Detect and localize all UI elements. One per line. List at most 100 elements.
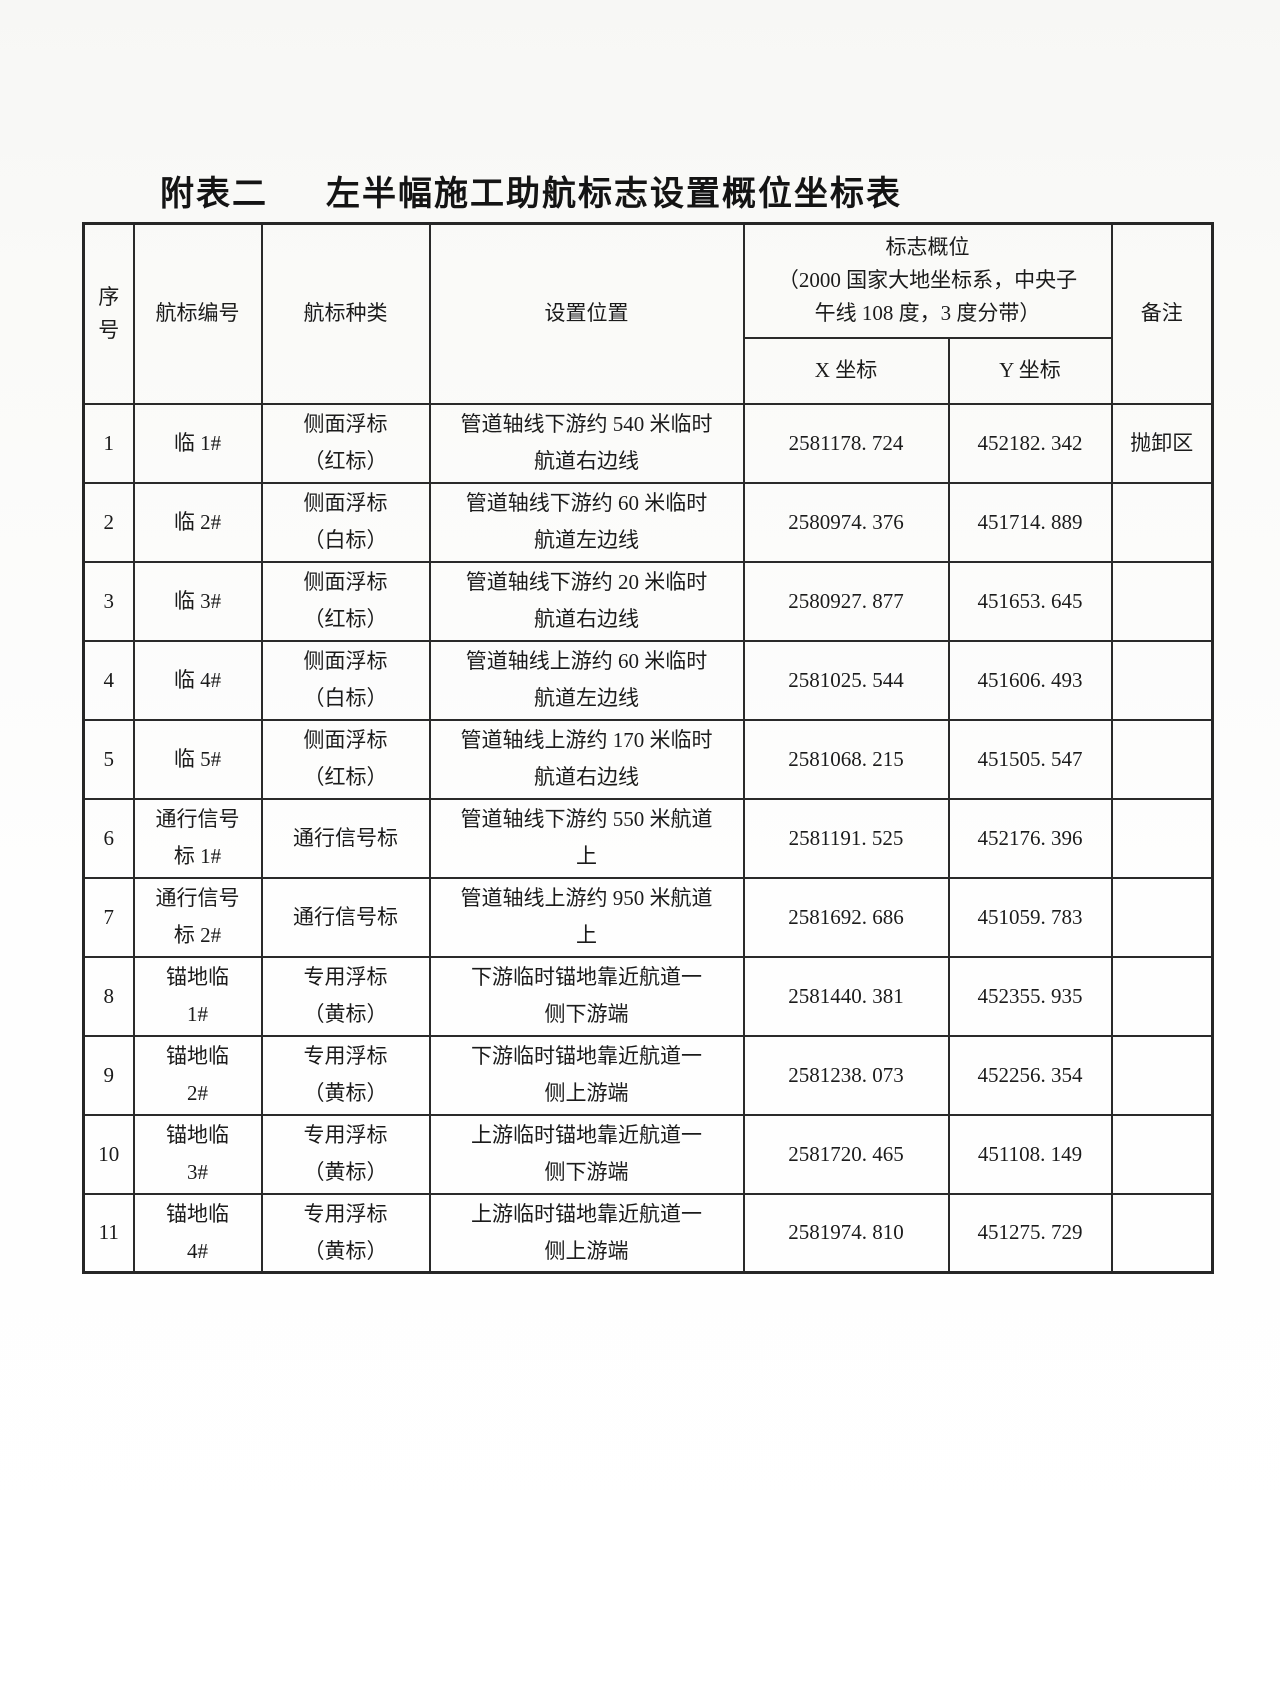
- table-cell-seq: 1: [82, 402, 135, 484]
- table-cell-seq: 2: [82, 481, 135, 563]
- col-header-remarks: 备注: [1110, 222, 1214, 405]
- table-cell-seq: 10: [82, 1113, 135, 1195]
- table-cell-beacon-id: 锚地临 2#: [132, 1034, 263, 1116]
- table-cell-x-coordinate: 2581720. 465: [742, 1113, 950, 1195]
- table-cell-seq: 7: [82, 876, 135, 958]
- table-cell-x-coordinate: 2581025. 544: [742, 639, 950, 721]
- table-cell-x-coordinate: 2581692. 686: [742, 876, 950, 958]
- table-cell-x-coordinate: 2581238. 073: [742, 1034, 950, 1116]
- table-cell-seq: 3: [82, 560, 135, 642]
- col-header-beacon-type: 航标种类: [260, 222, 431, 405]
- table-cell-beacon-type: 侧面浮标 （红标）: [260, 402, 431, 484]
- table-cell-remarks: [1110, 639, 1214, 721]
- coordinates-table: 序 号 航标编号 航标种类 设置位置 标志概位 （2000 国家大地坐标系，中央…: [82, 222, 1214, 1274]
- table-cell-beacon-id: 通行信号 标 2#: [132, 876, 263, 958]
- page-title: 附表二 左半幅施工助航标志设置概位坐标表: [160, 166, 902, 215]
- table-cell-y-coordinate: 452355. 935: [947, 955, 1113, 1037]
- table-cell-seq: 4: [82, 639, 135, 721]
- table-row: 11 锚地临 4# 专用浮标 （黄标） 上游临时锚地靠近航道一 侧上游端 2581974…: [82, 1192, 1214, 1274]
- table-cell-position: 管道轴线上游约 170 米临时 航道右边线: [428, 718, 745, 800]
- col-header-position: 设置位置: [428, 222, 745, 405]
- table-cell-x-coordinate: 2581068. 215: [742, 718, 950, 800]
- table-cell-position: 管道轴线下游约 550 米航道 上: [428, 797, 745, 879]
- table-cell-beacon-id: 临 2#: [132, 481, 263, 563]
- table-cell-y-coordinate: 452176. 396: [947, 797, 1113, 879]
- table-cell-beacon-id: 锚地临 3#: [132, 1113, 263, 1195]
- table-cell-y-coordinate: 451059. 783: [947, 876, 1113, 958]
- table-cell-position: 管道轴线下游约 540 米临时 航道右边线: [428, 402, 745, 484]
- table-cell-beacon-type: 专用浮标 （黄标）: [260, 1113, 431, 1195]
- title-text: 左半幅施工助航标志设置概位坐标表: [326, 176, 902, 213]
- col-header-x-coordinate: X 坐标: [742, 336, 950, 405]
- table-cell-remarks: [1110, 1034, 1214, 1116]
- table-cell-y-coordinate: 451108. 149: [947, 1113, 1113, 1195]
- col-header-y-coordinate: Y 坐标: [947, 336, 1113, 405]
- table-cell-y-coordinate: 451606. 493: [947, 639, 1113, 721]
- table-cell-position: 管道轴线下游约 20 米临时 航道右边线: [428, 560, 745, 642]
- table-cell-seq: 5: [82, 718, 135, 800]
- table-cell-position: 管道轴线下游约 60 米临时 航道左边线: [428, 481, 745, 563]
- table-cell-remarks: [1110, 1113, 1214, 1195]
- table-cell-beacon-id: 临 3#: [132, 560, 263, 642]
- table-cell-remarks: [1110, 560, 1214, 642]
- table-cell-beacon-id: 通行信号 标 1#: [132, 797, 263, 879]
- table-row: 8 锚地临 1# 专用浮标 （黄标） 下游临时锚地靠近航道一 侧下游端 2581440.…: [82, 955, 1214, 1037]
- table-row: 7 通行信号 标 2# 通行信号标 管道轴线上游约 950 米航道 上 2581692.…: [82, 876, 1214, 958]
- table-cell-beacon-id: 临 5#: [132, 718, 263, 800]
- col-header-seq: 序 号: [82, 222, 135, 405]
- table-cell-beacon-type: 侧面浮标 （红标）: [260, 718, 431, 800]
- table-cell-position: 上游临时锚地靠近航道一 侧上游端: [428, 1192, 745, 1274]
- table-cell-beacon-type: 侧面浮标 （白标）: [260, 481, 431, 563]
- table-cell-position: 管道轴线上游约 950 米航道 上: [428, 876, 745, 958]
- table-cell-y-coordinate: 451275. 729: [947, 1192, 1113, 1274]
- table-cell-beacon-type: 侧面浮标 （白标）: [260, 639, 431, 721]
- table-cell-y-coordinate: 452256. 354: [947, 1034, 1113, 1116]
- table-cell-position: 下游临时锚地靠近航道一 侧上游端: [428, 1034, 745, 1116]
- table-cell-beacon-id: 锚地临 4#: [132, 1192, 263, 1274]
- table-cell-beacon-type: 通行信号标: [260, 797, 431, 879]
- table-cell-seq: 8: [82, 955, 135, 1037]
- table-row: 10 锚地临 3# 专用浮标 （黄标） 上游临时锚地靠近航道一 侧下游端 2581720…: [82, 1113, 1214, 1195]
- table-cell-beacon-type: 专用浮标 （黄标）: [260, 1192, 431, 1274]
- table-row: 6 通行信号 标 1# 通行信号标 管道轴线下游约 550 米航道 上 2581191.…: [82, 797, 1214, 879]
- table-cell-beacon-type: 专用浮标 （黄标）: [260, 1034, 431, 1116]
- table-cell-x-coordinate: 2581191. 525: [742, 797, 950, 879]
- table-cell-x-coordinate: 2581178. 724: [742, 402, 950, 484]
- table-cell-position: 下游临时锚地靠近航道一 侧下游端: [428, 955, 745, 1037]
- table-cell-remarks: [1110, 876, 1214, 958]
- title-appendix-label: 附表二: [160, 176, 268, 213]
- table-cell-remarks: [1110, 955, 1214, 1037]
- table-cell-remarks: 抛卸区: [1110, 402, 1214, 484]
- table-cell-remarks: [1110, 797, 1214, 879]
- table-cell-beacon-type: 专用浮标 （黄标）: [260, 955, 431, 1037]
- table-cell-x-coordinate: 2580927. 877: [742, 560, 950, 642]
- table-cell-y-coordinate: 451505. 547: [947, 718, 1113, 800]
- header-row-2: X 坐标 Y 坐标: [84, 336, 1213, 405]
- table-row: 9 锚地临 2# 专用浮标 （黄标） 下游临时锚地靠近航道一 侧上游端 2581238.…: [82, 1034, 1214, 1116]
- table-cell-x-coordinate: 2581440. 381: [742, 955, 950, 1037]
- table-cell-remarks: [1110, 481, 1214, 563]
- table-cell-seq: 9: [82, 1034, 135, 1116]
- table-cell-position: 管道轴线上游约 60 米临时 航道左边线: [428, 639, 745, 721]
- table-cell-beacon-id: 临 4#: [132, 639, 263, 721]
- table-cell-x-coordinate: 2581974. 810: [742, 1192, 950, 1274]
- col-header-coords-group: 标志概位 （2000 国家大地坐标系，中央子 午线 108 度，3 度分带）: [742, 222, 1113, 339]
- table-cell-y-coordinate: 451653. 645: [947, 560, 1113, 642]
- table-cell-beacon-type: 侧面浮标 （红标）: [260, 560, 431, 642]
- table-cell-remarks: [1110, 1192, 1214, 1274]
- header-row-1: 序 号 航标编号 航标种类 设置位置 标志概位 （2000 国家大地坐标系，中央…: [82, 222, 1214, 405]
- col-header-beacon-id: 航标编号: [132, 222, 263, 405]
- table-cell-y-coordinate: 452182. 342: [947, 402, 1113, 484]
- table-header: 序 号 航标编号 航标种类 设置位置 标志概位 （2000 国家大地坐标系，中央…: [82, 222, 1214, 405]
- table-cell-remarks: [1110, 718, 1214, 800]
- table-cell-seq: 6: [82, 797, 135, 879]
- table-cell-seq: 11: [82, 1192, 135, 1274]
- table-cell-beacon-type: 通行信号标: [260, 876, 431, 958]
- table-cell-position: 上游临时锚地靠近航道一 侧下游端: [428, 1113, 745, 1195]
